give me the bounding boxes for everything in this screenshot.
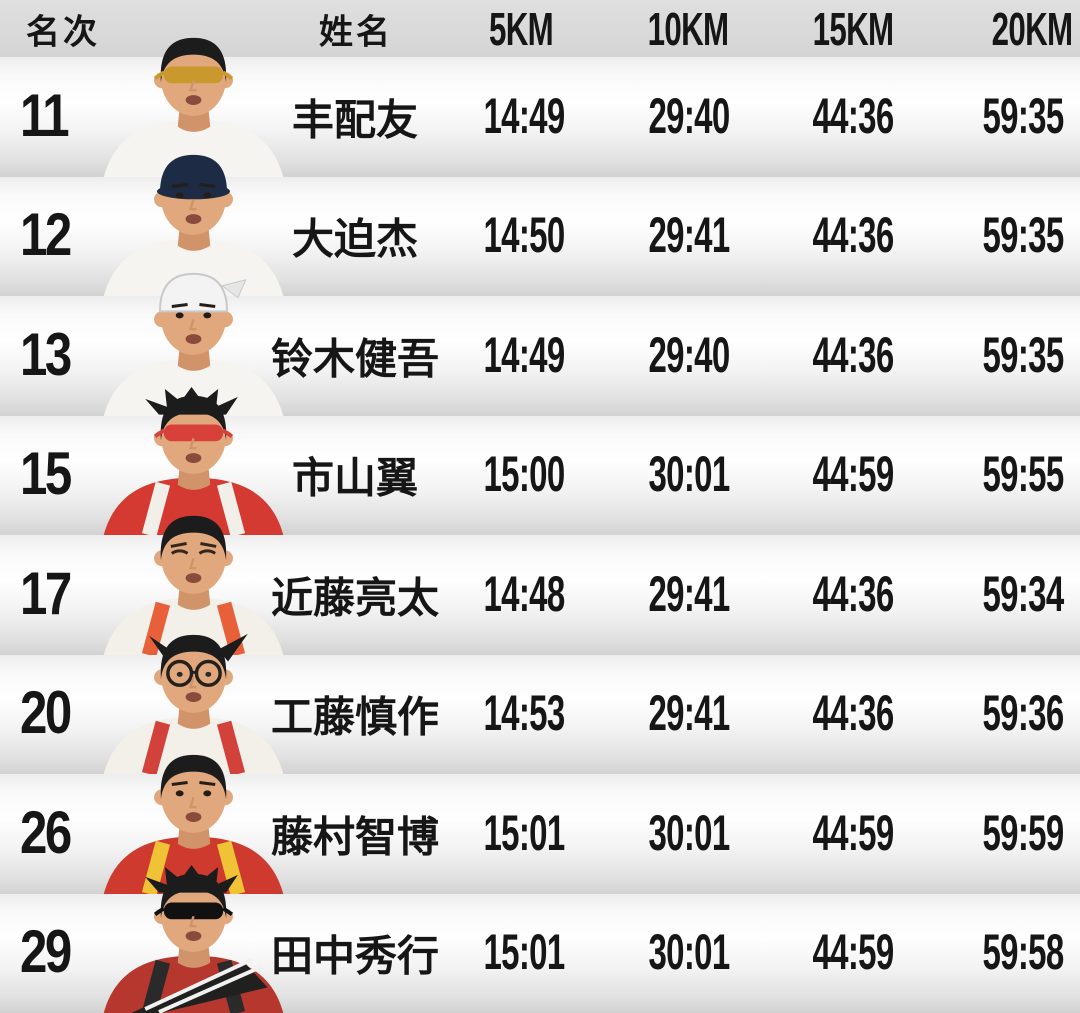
split-20km-cell: 59:59	[982, 804, 1064, 861]
split-15km-cell: 44:36	[812, 685, 894, 742]
table-row: 15 市山翼 15:00 30:01 44:59 59:55	[0, 387, 1080, 535]
split-20km-cell: 59:36	[982, 685, 1064, 742]
split-5km-cell: 15:01	[483, 804, 565, 861]
split-10km-cell: 29:40	[648, 326, 730, 383]
column-header-20km: 20KM	[991, 2, 1073, 55]
split-5km-cell: 15:00	[483, 446, 565, 503]
runner-photo	[86, 626, 302, 774]
column-header-10km: 10KM	[647, 2, 729, 55]
split-15km-cell: 44:59	[812, 446, 894, 503]
split-10km-cell: 29:41	[648, 207, 730, 264]
table-row: 29 田中秀行 15:01 30:01 44:59 59:58	[0, 865, 1080, 1013]
runner-name-cell: 藤村智博	[270, 813, 439, 861]
rank-cell: 12	[20, 201, 72, 269]
split-15km-cell: 44:59	[812, 924, 894, 981]
split-20km-cell: 59:34	[982, 565, 1064, 622]
runner-photo	[86, 29, 302, 177]
runner-name-cell: 近藤亮太	[270, 574, 439, 622]
rank-cell: 15	[20, 440, 72, 508]
column-header-5km: 5KM	[488, 2, 554, 55]
split-20km-cell: 59:58	[982, 924, 1064, 981]
rank-cell: 20	[20, 679, 72, 747]
split-20km-cell: 59:35	[982, 207, 1064, 264]
rank-cell: 29	[20, 918, 72, 986]
split-10km-cell: 30:01	[648, 924, 730, 981]
runner-name-cell: 田中秀行	[270, 932, 439, 980]
split-5km-cell: 14:50	[483, 207, 565, 264]
split-15km-cell: 44:36	[812, 87, 894, 144]
split-20km-cell: 59:35	[982, 87, 1064, 144]
split-5km-cell: 14:48	[483, 565, 565, 622]
split-5km-cell: 14:49	[483, 326, 565, 383]
runner-photo	[86, 268, 302, 416]
rank-cell: 17	[20, 559, 72, 627]
split-10km-cell: 29:41	[648, 565, 730, 622]
split-5km-cell: 15:01	[483, 924, 565, 981]
runner-photo	[86, 865, 302, 1013]
rank-cell: 11	[20, 81, 70, 149]
table-row: 11 丰配友 14:49 29:40 44:36 59:35	[0, 37, 1080, 177]
split-10km-cell: 29:40	[648, 87, 730, 144]
runner-name-cell: 大迫杰	[291, 215, 418, 263]
split-15km-cell: 44:59	[812, 804, 894, 861]
rank-cell: 26	[20, 798, 72, 866]
split-5km-cell: 14:49	[483, 87, 565, 144]
split-10km-cell: 30:01	[648, 446, 730, 503]
runner-name-cell: 铃木健吾	[270, 335, 439, 383]
column-header-15km: 15KM	[812, 2, 894, 55]
table-row: 20 工藤慎作 14:53 29:41 44:36 59:36	[0, 633, 1080, 774]
runner-name-cell: 丰配友	[291, 96, 418, 144]
split-10km-cell: 29:41	[648, 685, 730, 742]
column-header-name: 姓名	[319, 13, 393, 51]
table-body: 11 丰配友 14:49 29:40 44:36 59:35 12 大迫杰 14…	[0, 37, 1080, 1013]
runner-photo	[86, 387, 302, 535]
split-15km-cell: 44:36	[812, 326, 894, 383]
runner-name-cell: 市山翼	[291, 454, 418, 502]
split-15km-cell: 44:36	[812, 565, 894, 622]
table-row: 13 铃木健吾 14:49 29:40 44:36 59:35	[0, 272, 1080, 416]
split-5km-cell: 14:53	[483, 685, 565, 742]
split-20km-cell: 59:35	[982, 326, 1064, 383]
table-row: 17 近藤亮太 14:48 29:41 44:36 59:34	[0, 515, 1080, 655]
split-10km-cell: 30:01	[648, 804, 730, 861]
split-20km-cell: 59:55	[982, 446, 1064, 503]
rank-cell: 13	[20, 320, 72, 388]
column-header-rank: 名次	[26, 13, 100, 51]
split-15km-cell: 44:36	[812, 207, 894, 264]
runner-name-cell: 工藤慎作	[270, 693, 439, 741]
